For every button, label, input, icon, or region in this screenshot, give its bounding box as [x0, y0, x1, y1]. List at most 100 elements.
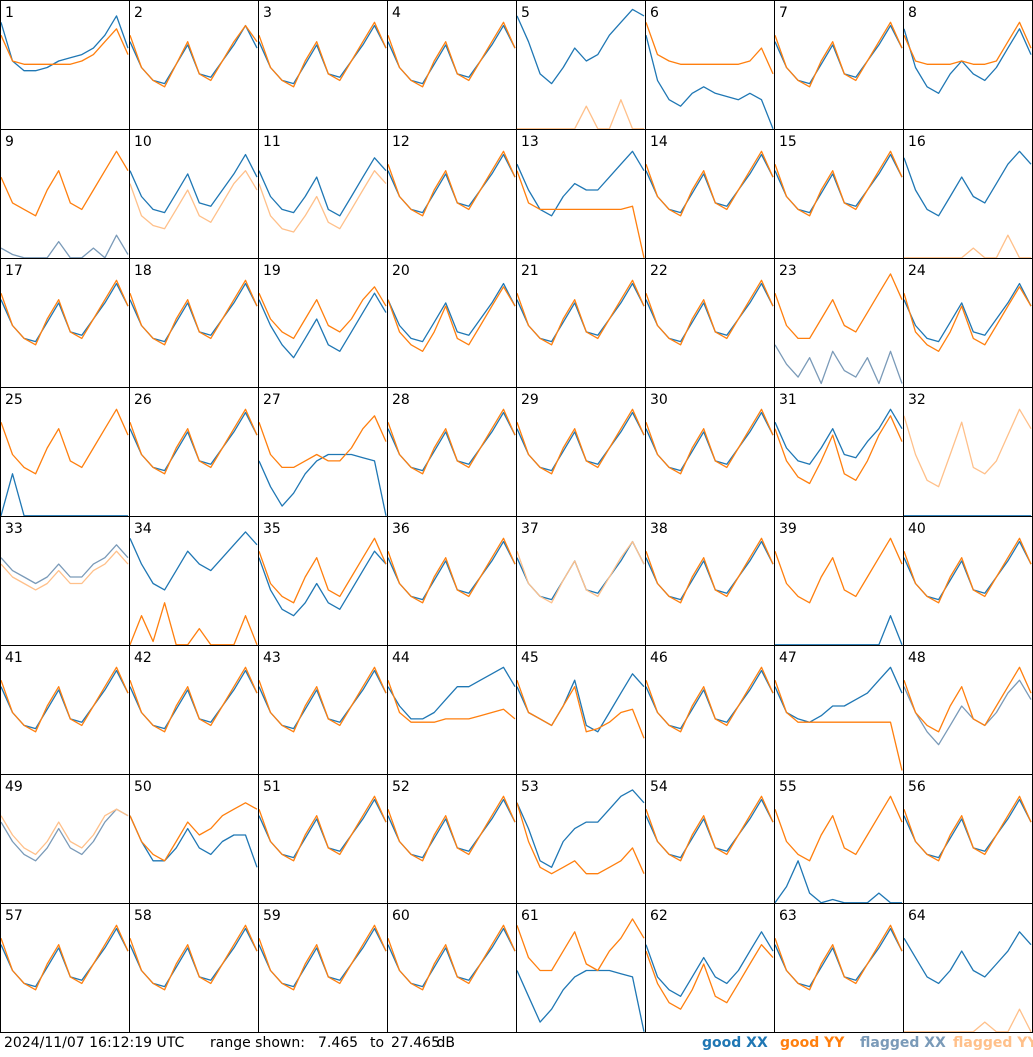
panel-label: 28	[392, 392, 410, 408]
spectrum-line	[645, 22, 774, 75]
panel: 52	[387, 774, 517, 904]
spectrum-line	[774, 273, 903, 340]
spectrum-line	[903, 666, 1032, 733]
panel-label: 55	[779, 779, 797, 795]
spectrum-line	[903, 679, 1032, 746]
panel: 38	[645, 516, 775, 646]
panel-label: 43	[263, 650, 281, 666]
spectrum-line	[387, 666, 516, 720]
spectrum-line	[387, 537, 516, 604]
panel-lines	[645, 279, 774, 346]
panel-lines	[0, 666, 129, 733]
panel-lines	[0, 924, 129, 991]
legend-entry: flagged YY	[953, 1035, 1033, 1051]
panel-label: 24	[908, 263, 926, 279]
panel-label: 34	[134, 521, 152, 537]
panel-label: 32	[908, 392, 926, 408]
panel-label: 64	[908, 908, 926, 924]
panel-label: 45	[521, 650, 539, 666]
timestamp: 2024/11/07 16:12:19 UTC	[4, 1035, 184, 1051]
spectrum-line	[903, 150, 1032, 217]
spectrum-line	[516, 789, 645, 868]
panel-label: 2	[134, 5, 143, 21]
spectrum-line	[774, 795, 903, 862]
spectrum-line	[258, 550, 387, 617]
panel-label: 44	[392, 650, 410, 666]
spectrum-line	[129, 666, 258, 733]
legend-entry: good YY	[780, 1035, 845, 1051]
spectrum-line	[774, 860, 902, 903]
panel-lines	[903, 931, 1032, 1032]
spectrum-line	[0, 28, 129, 65]
spectrum-line	[774, 150, 903, 217]
spectrum-line	[774, 924, 903, 991]
panel-lines	[516, 279, 645, 346]
panel-label: 18	[134, 263, 152, 279]
panel-lines	[387, 150, 516, 217]
panel-label: 50	[134, 779, 152, 795]
panel-label: 41	[5, 650, 23, 666]
panel-lines	[903, 21, 1032, 94]
panel-lines	[129, 924, 258, 991]
spectrum-line	[258, 21, 387, 88]
panel-label: 30	[650, 392, 668, 408]
panel-label: 38	[650, 521, 668, 537]
panel-lines	[387, 795, 516, 862]
spectrum-line	[129, 408, 258, 475]
spectrum-line	[774, 666, 903, 723]
panel-lines	[516, 540, 645, 604]
spectrum-line	[0, 150, 129, 217]
panel-lines	[774, 795, 903, 903]
panel-label: 52	[392, 779, 410, 795]
spectrum-line	[775, 615, 903, 645]
panel-label: 29	[521, 392, 539, 408]
spectrum-line	[516, 540, 645, 604]
panel: 54	[645, 774, 775, 904]
spectrum-line	[387, 286, 516, 352]
spectrum-line	[129, 279, 258, 346]
panel: 40	[903, 516, 1033, 646]
panel-lines	[516, 8, 645, 129]
spectrum-line	[129, 531, 258, 591]
spectrum-line	[0, 924, 129, 991]
spectrum-line	[387, 150, 516, 217]
spectrum-line	[903, 537, 1032, 604]
panel-lines	[645, 537, 774, 604]
panel-label: 10	[134, 134, 152, 150]
panel: 59	[258, 903, 388, 1033]
panel-lines	[774, 408, 903, 485]
panel-label: 17	[5, 263, 23, 279]
panel-label: 53	[521, 779, 539, 795]
panel-label: 1	[5, 5, 14, 21]
spectrum-line	[774, 408, 903, 465]
panel-label: 40	[908, 521, 926, 537]
spectrum-line	[645, 666, 774, 733]
panel-label: 5	[521, 5, 530, 21]
spectrum-line	[129, 24, 258, 88]
panel: 63	[774, 903, 904, 1033]
panel-lines	[0, 15, 129, 72]
panel: 64	[903, 903, 1033, 1033]
panel-label: 54	[650, 779, 668, 795]
panel-lines	[645, 408, 774, 475]
spectrum-line	[387, 282, 516, 343]
panel-lines	[387, 282, 516, 352]
panel-label: 19	[263, 263, 281, 279]
spectrum-line	[0, 808, 129, 856]
panel-lines	[129, 24, 258, 88]
panel-label: 58	[134, 908, 152, 924]
panel-label: 14	[650, 134, 668, 150]
panel: 29	[516, 387, 646, 517]
legend-entry: flagged XX	[860, 1035, 946, 1051]
spectrum-line	[387, 679, 516, 723]
spectrum-line	[645, 150, 774, 217]
range-join: to	[370, 1035, 384, 1051]
panel-label: 12	[392, 134, 410, 150]
spectrum-line	[903, 21, 1032, 65]
spectrum-line	[387, 408, 516, 475]
panel-lines	[387, 537, 516, 604]
panel-label: 35	[263, 521, 281, 537]
spectrum-line	[645, 279, 774, 346]
range-label: range shown:	[210, 1035, 305, 1051]
